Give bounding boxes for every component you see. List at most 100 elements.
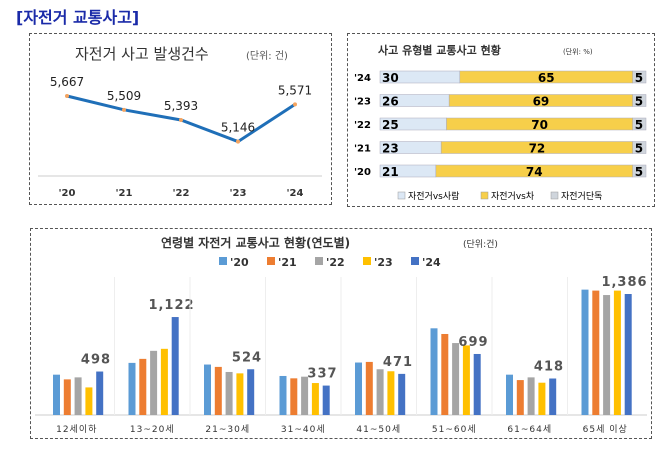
line-chart: 자전거 사고 발생건수 (단위: 건) 5,667 '20 5,509 '21 5,393 '…	[38, 45, 322, 199]
bar	[452, 343, 460, 415]
page-title: [자전거 교통사고]	[16, 8, 140, 27]
x-tick-label: 31~40세	[281, 424, 326, 435]
legend-swatch	[411, 257, 419, 265]
x-tick-label: 51~60세	[432, 424, 477, 435]
bar	[85, 387, 93, 415]
y-tick-label: '23	[354, 97, 371, 108]
legend-swatch	[550, 191, 559, 200]
data-label: 5	[635, 142, 643, 156]
bar	[365, 361, 373, 415]
bar	[204, 364, 211, 415]
bar	[581, 289, 589, 415]
chart-title: 연령별 자전거 교통사고 현황(연도별)	[161, 235, 350, 250]
data-label: 337	[307, 367, 337, 382]
data-label: 5	[635, 118, 643, 132]
legend-swatch	[480, 191, 489, 200]
bar	[592, 290, 600, 415]
bar	[527, 377, 535, 415]
legend-swatch	[219, 257, 227, 265]
chart-title: 사고 유형별 교통사고 현황	[378, 43, 501, 57]
legend-label: '23	[374, 256, 393, 269]
data-label: 5,393	[164, 99, 198, 113]
bar	[128, 362, 136, 415]
x-tick-label: 13~20세	[130, 424, 175, 435]
legend-swatch	[315, 257, 323, 265]
legend-label: '20	[230, 256, 249, 269]
legend-swatch	[397, 191, 406, 200]
chart-unit: (단위: %)	[563, 47, 593, 56]
bar	[516, 380, 524, 415]
x-tick-label: '20	[59, 188, 76, 199]
data-point	[122, 107, 126, 112]
bar	[247, 369, 255, 415]
bar	[538, 382, 546, 415]
x-tick-label: 12세이하	[56, 424, 97, 435]
bar	[624, 294, 632, 415]
x-tick-label: '21	[116, 188, 133, 199]
bar	[549, 378, 557, 415]
bar	[473, 353, 481, 415]
data-label: 1,122	[148, 298, 194, 313]
data-label: 5,571	[278, 83, 312, 97]
data-label: 471	[383, 355, 413, 370]
legend-label: 자전거단독	[561, 191, 602, 202]
x-tick-label: 41~50세	[356, 424, 401, 435]
bar	[506, 374, 513, 415]
legend-label: 자전거vs사람	[408, 190, 459, 202]
data-label: 26	[382, 95, 399, 109]
bar-segment	[632, 70, 647, 84]
data-label: 5	[635, 95, 643, 109]
data-label: 699	[458, 335, 488, 350]
bar	[322, 385, 330, 415]
x-tick-label: 61~64세	[507, 424, 552, 435]
bar	[171, 317, 179, 415]
bar	[290, 378, 298, 415]
data-label: 5,509	[107, 89, 141, 103]
bar	[355, 362, 362, 415]
x-tick-label: 21~30세	[205, 424, 250, 435]
data-label: 524	[232, 350, 262, 365]
bar	[214, 366, 222, 415]
data-label: 23	[382, 142, 399, 156]
data-point	[179, 117, 183, 122]
data-label: 498	[81, 353, 111, 368]
data-label: 70	[531, 118, 548, 132]
data-label: 5	[635, 165, 643, 179]
bar	[63, 379, 71, 415]
y-tick-label: '24	[354, 73, 371, 84]
data-label: 72	[529, 142, 546, 156]
x-tick-label: 65세 이상	[583, 424, 628, 435]
bar-segment	[632, 117, 647, 131]
data-label: 74	[526, 165, 543, 179]
bar	[441, 333, 449, 415]
bar	[430, 328, 438, 415]
data-point	[65, 94, 69, 98]
bar	[613, 290, 621, 415]
stacked-bar-panel: 사고 유형별 교통사고 현황 (단위: %) '24 30 65 5 '23 26 69 5 '22…	[347, 33, 655, 207]
bar	[376, 369, 384, 415]
y-tick-label: '20	[354, 167, 371, 178]
bar	[225, 371, 233, 415]
chart-unit: (단위: 건)	[246, 49, 288, 62]
age-bar-chart: 연령별 자전거 교통사고 현황(연도별) (단위:건) '20 '21 '22 '23 '2…	[35, 235, 647, 435]
data-label: 1,386	[601, 275, 647, 290]
chart-unit: (단위:건)	[463, 239, 498, 250]
legend-label: '21	[278, 256, 297, 269]
x-tick-label: '24	[287, 188, 304, 199]
line-chart-panel: 자전거 사고 발생건수 (단위: 건) 5,667 '20 5,509 '21 5,393 '…	[29, 33, 332, 205]
y-tick-label: '22	[354, 120, 371, 131]
bar-segment	[632, 141, 647, 154]
bar	[160, 348, 168, 415]
data-label: 5,667	[50, 75, 84, 89]
legend-label: 자전거vs차	[491, 190, 535, 202]
bar	[150, 350, 158, 415]
data-label: 65	[538, 71, 555, 85]
legend-swatch	[267, 257, 275, 265]
bar	[398, 373, 406, 415]
age-bar-panel: 연령별 자전거 교통사고 현황(연도별) (단위:건) '20 '21 '22 '23 '2…	[30, 228, 652, 439]
data-label: 25	[382, 118, 399, 132]
bar	[462, 345, 470, 415]
bar	[139, 358, 147, 415]
bar	[301, 376, 309, 415]
data-label: 418	[534, 360, 564, 375]
